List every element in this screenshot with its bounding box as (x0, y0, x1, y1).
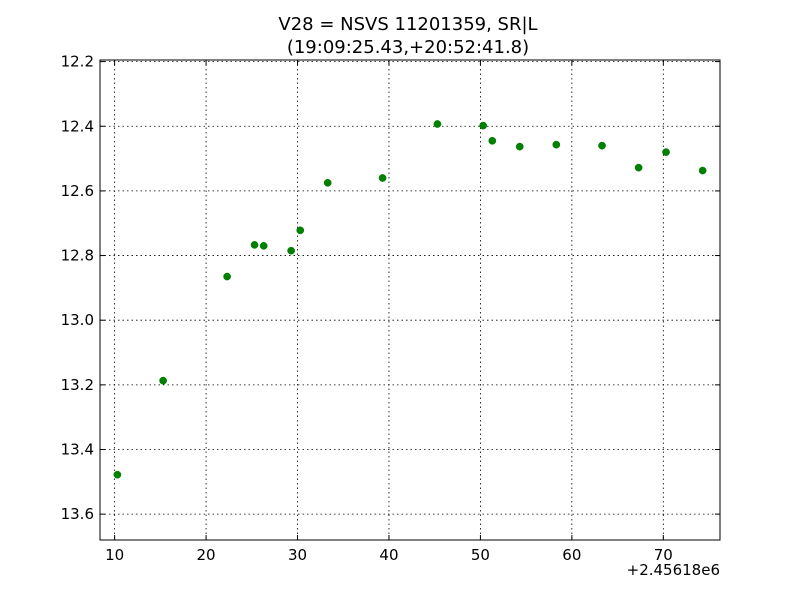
data-point (598, 141, 606, 150)
y-tick-label: 13.6 (61, 505, 94, 523)
y-tick-label: 13.0 (61, 311, 94, 329)
data-point (113, 470, 122, 479)
y-tick-label: 13.2 (61, 376, 94, 394)
x-tick-label: 40 (379, 546, 398, 564)
x-axis-offset-label: +2.45618e6 (627, 561, 720, 579)
data-point (698, 166, 707, 175)
x-tick-label: 70 (654, 546, 673, 564)
y-tick-label: 12.6 (61, 182, 94, 200)
data-point (323, 178, 332, 187)
data-point (223, 272, 231, 281)
data-point (634, 163, 643, 172)
data-point (378, 174, 387, 182)
data-point (250, 241, 259, 249)
data-point (296, 226, 305, 235)
data-point (159, 376, 167, 385)
x-tick-label: 60 (562, 546, 581, 564)
plot-frame (99, 59, 721, 541)
chart-title-line-2: (19:09:25.43,+20:52:41.8) (287, 37, 529, 58)
y-tick-label: 13.4 (61, 440, 94, 458)
data-point (433, 120, 442, 128)
chart-title-line-1: V28 = NSVS 11201359, SR|L (278, 14, 537, 35)
data-points (113, 120, 707, 479)
y-tick-label: 12.2 (61, 53, 94, 71)
x-tick-label: 30 (288, 546, 307, 564)
data-point (479, 121, 488, 130)
x-tick-label: 10 (105, 546, 124, 564)
grid-layer (100, 60, 720, 540)
data-point (552, 140, 561, 149)
data-point (662, 148, 670, 156)
data-point (488, 136, 497, 145)
x-tick-label: 50 (471, 546, 490, 564)
data-point (259, 242, 268, 250)
y-tick-label: 12.8 (61, 247, 94, 265)
y-tick-label: 12.4 (61, 117, 94, 135)
data-point (287, 246, 295, 255)
data-point (515, 142, 524, 151)
x-tick-label: 20 (197, 546, 216, 564)
tick-layer: 10 20 30 40 50 60 70 12.2 12.4 12.6 12.8 13.0 13.2 13… (61, 53, 720, 564)
